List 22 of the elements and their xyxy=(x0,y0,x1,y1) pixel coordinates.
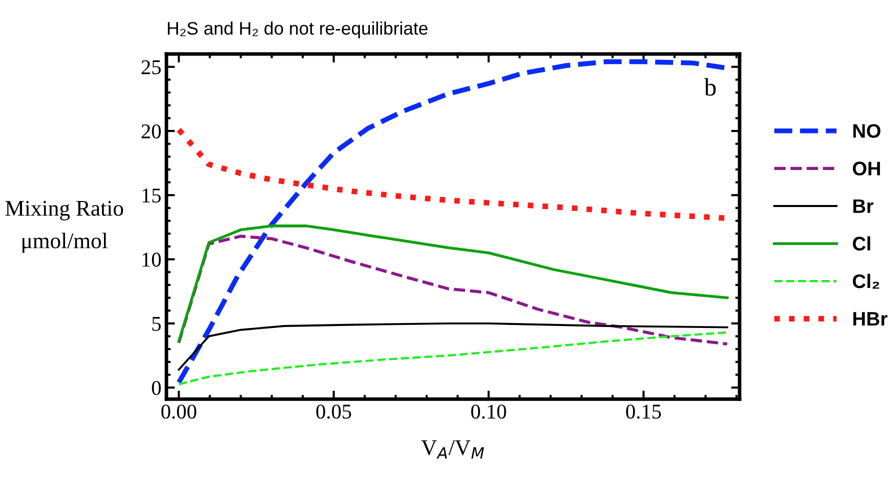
x-tick-label: 0.05 xyxy=(316,404,352,419)
x-tick-label: 0.15 xyxy=(626,404,661,419)
y-tick-label: 0 xyxy=(152,380,161,396)
legend-label: OH xyxy=(852,162,880,176)
x-tick-label: 0.00 xyxy=(161,404,196,419)
legend-label: Cl₂ xyxy=(852,274,880,289)
line-series xyxy=(178,331,728,386)
y-tick-label: 20 xyxy=(142,124,161,138)
y-tick-label: 15 xyxy=(142,188,161,203)
legend-label: HBr xyxy=(853,312,888,326)
annotation: b xyxy=(704,78,716,96)
line-series xyxy=(178,322,728,371)
y-axis-title: Mixing Ratio μmol/mol xyxy=(5,200,124,253)
y-tick-label: 10 xyxy=(142,252,161,267)
legend-label: Cl xyxy=(852,236,870,251)
x-tick-label: 0.10 xyxy=(471,404,506,419)
y-tick-label: 25 xyxy=(142,60,161,74)
chart-title: H₂S and H₂ do not re-equilibriate xyxy=(168,21,428,38)
x-axis-title: V$_{A}$/V$_{M}$ xyxy=(421,440,484,459)
legend-label: Br xyxy=(853,199,874,213)
legend-label: NO xyxy=(853,124,880,138)
y-tick-label: 5 xyxy=(152,317,161,331)
